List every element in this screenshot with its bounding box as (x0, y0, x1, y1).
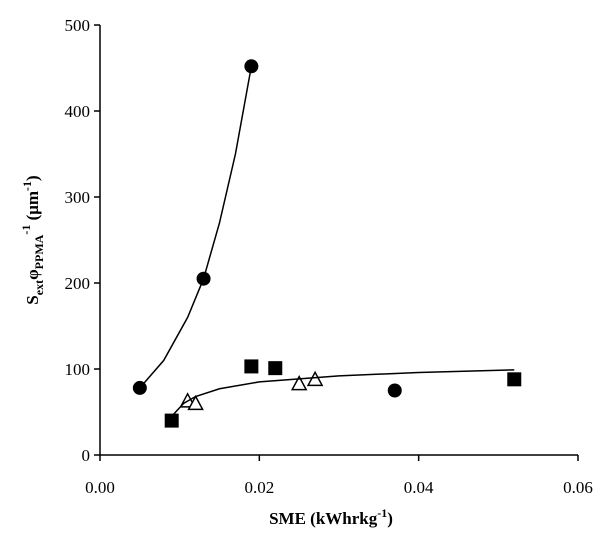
square-marker (164, 413, 179, 428)
y-tick-label: 200 (65, 274, 91, 293)
y-tick-label: 500 (65, 16, 91, 35)
circle-marker (387, 383, 402, 398)
x-tick-label: 0.02 (244, 478, 274, 497)
square-marker (268, 361, 283, 376)
y-tick-label: 400 (65, 102, 91, 121)
x-tick-label: 0.06 (563, 478, 593, 497)
y-label-part: ext (32, 280, 46, 295)
x-label-part: ) (387, 509, 393, 528)
x-tick-label: 0.00 (85, 478, 115, 497)
y-tick-label: 0 (82, 446, 91, 465)
y-label-part: -1 (19, 225, 33, 235)
y-label-part: PPMA (32, 234, 46, 269)
y-tick-label: 300 (65, 188, 91, 207)
triangle-marker (290, 375, 308, 391)
fit-curve (139, 66, 253, 389)
y-label-part: S (23, 295, 42, 304)
x-axis-label: SME (kWhrkg-1) (269, 506, 393, 528)
square-marker (244, 359, 259, 374)
y-tick-label: 100 (65, 360, 91, 379)
y-label-part: -1 (20, 181, 34, 191)
triangle-marker (187, 394, 204, 411)
triangle-marker (306, 370, 324, 387)
x-label-part: SME (kWhrkg (269, 509, 378, 528)
y-label-part: (μm (23, 191, 42, 225)
x-tick-label: 0.04 (404, 478, 434, 497)
y-axis-label: SextφPPMA-1 (μm-1) (19, 175, 46, 304)
fit-curve (171, 369, 515, 417)
y-label-part: φ (23, 269, 42, 280)
x-label-part: -1 (377, 506, 387, 520)
y-label-part: ) (23, 175, 42, 181)
square-marker (507, 372, 522, 387)
